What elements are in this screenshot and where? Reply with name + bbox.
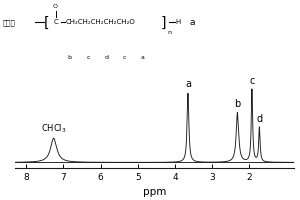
Text: c: c: [123, 55, 126, 60]
Text: CH₂CH₂CH₂CH₂CH₂O: CH₂CH₂CH₂CH₂CH₂O: [66, 19, 136, 25]
Text: d: d: [105, 55, 109, 60]
Text: ]: ]: [160, 15, 166, 29]
Text: CHCl$_3$: CHCl$_3$: [41, 122, 67, 135]
Text: a: a: [185, 79, 191, 89]
Text: 碳米管: 碳米管: [3, 19, 16, 26]
Text: b: b: [67, 55, 71, 60]
Text: b: b: [234, 99, 241, 109]
X-axis label: ppm: ppm: [143, 187, 166, 197]
Text: n: n: [167, 29, 171, 34]
Text: c: c: [86, 55, 90, 60]
Text: O: O: [53, 4, 58, 9]
Text: a: a: [141, 55, 145, 60]
Text: H: H: [175, 19, 181, 25]
Text: a: a: [189, 18, 194, 27]
Text: c: c: [249, 76, 255, 86]
Text: C: C: [53, 19, 58, 25]
Text: [: [: [44, 15, 49, 29]
Text: d: d: [256, 114, 262, 124]
